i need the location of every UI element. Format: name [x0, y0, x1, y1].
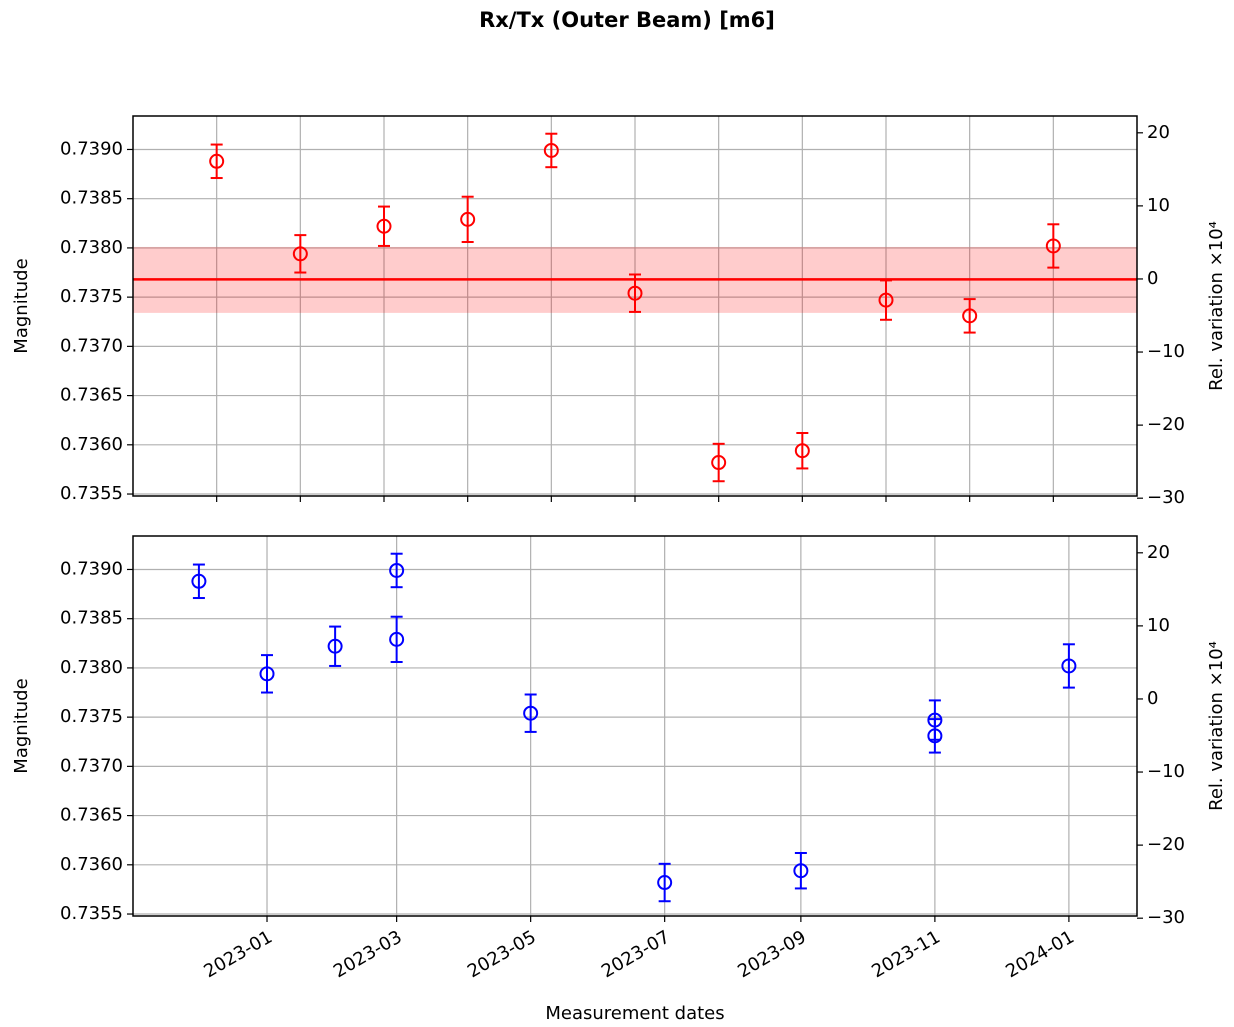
y2-tick-label: 20 — [1147, 122, 1170, 143]
marker — [460, 211, 476, 227]
marker — [523, 705, 539, 721]
marker — [1045, 238, 1061, 254]
marker — [794, 443, 810, 459]
y2-tick-label: 20 — [1147, 542, 1170, 563]
x-tick-label: 2023-03 — [330, 926, 406, 982]
y-tick-label: 0.7355 — [60, 483, 123, 504]
y-tick-label: 0.7390 — [60, 558, 123, 579]
y-tick-label: 0.7360 — [60, 434, 123, 455]
y2-tick-label: −20 — [1147, 834, 1185, 855]
y2-tick-label: −20 — [1147, 414, 1185, 435]
chart-title: Rx/Tx (Outer Beam) [m6] — [479, 8, 775, 32]
x-tick-label: 2023-09 — [734, 926, 810, 982]
marker — [657, 875, 673, 891]
marker — [292, 246, 308, 262]
y2-tick-label: 10 — [1147, 195, 1170, 216]
marker — [389, 562, 405, 578]
y-tick-label: 0.7355 — [60, 903, 123, 924]
y-tick-label: 0.7390 — [60, 138, 123, 159]
marker — [543, 142, 559, 158]
y-tick-label: 0.7380 — [60, 657, 123, 678]
x-tick-label: 2024-01 — [1002, 926, 1078, 982]
y-tick-label: 0.7385 — [60, 188, 123, 209]
marker — [878, 292, 894, 308]
y2-axis-label: Rel. variation ×10⁴ — [1206, 641, 1227, 811]
axes-frame — [132, 535, 1138, 917]
x-axis-label: Measurement dates — [545, 1003, 724, 1024]
y-tick-label: 0.7365 — [60, 385, 123, 406]
y-tick-label: 0.7360 — [60, 854, 123, 875]
marker — [191, 573, 207, 589]
y-tick-label: 0.7375 — [60, 706, 123, 727]
marker — [389, 631, 405, 647]
y-axis-label: Magnitude — [11, 258, 32, 353]
axes-frame — [132, 115, 1138, 497]
marker — [209, 153, 225, 169]
x-tick-label: 2023-07 — [598, 926, 674, 982]
marker — [259, 666, 275, 682]
y-axis-label: Magnitude — [11, 678, 32, 773]
y2-axis-label: Rel. variation ×10⁴ — [1206, 221, 1227, 391]
y-tick-label: 0.7370 — [60, 335, 123, 356]
y2-tick-label: 0 — [1147, 688, 1158, 709]
marker — [793, 863, 809, 879]
marker — [627, 285, 643, 301]
y-tick-label: 0.7380 — [60, 237, 123, 258]
x-tick-label: 2023-11 — [868, 926, 944, 982]
marker — [711, 455, 727, 471]
marker — [927, 728, 943, 744]
y-tick-label: 0.7375 — [60, 286, 123, 307]
marker — [962, 308, 978, 324]
y-tick-label: 0.7370 — [60, 755, 123, 776]
x-tick-label: 2023-01 — [200, 926, 276, 982]
y-tick-label: 0.7365 — [60, 805, 123, 826]
y2-tick-label: −10 — [1147, 341, 1185, 362]
y2-tick-label: −30 — [1147, 907, 1185, 928]
marker — [327, 638, 343, 654]
x-tick-label: 2023-05 — [464, 926, 540, 982]
marker — [376, 218, 392, 234]
y2-tick-label: 10 — [1147, 615, 1170, 636]
marker — [1061, 658, 1077, 674]
y-tick-label: 0.7385 — [60, 608, 123, 629]
y2-tick-label: 0 — [1147, 268, 1158, 289]
y2-tick-label: −10 — [1147, 761, 1185, 782]
y2-tick-label: −30 — [1147, 487, 1185, 508]
